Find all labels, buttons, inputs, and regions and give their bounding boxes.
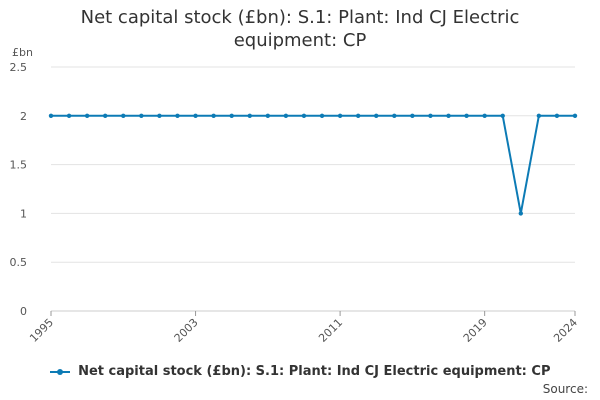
data-point bbox=[446, 113, 451, 119]
x-tick-label: 2003 bbox=[172, 316, 201, 345]
legend-swatch bbox=[49, 367, 70, 377]
data-point bbox=[139, 113, 144, 119]
data-point bbox=[229, 113, 234, 119]
data-point bbox=[500, 113, 505, 119]
data-point bbox=[301, 113, 307, 119]
y-axis-ticks: 0 0.5 1 1.5 2 2.5 bbox=[10, 61, 28, 318]
x-axis-ticks: 1995 2003 2011 2019 2024 bbox=[27, 310, 580, 345]
y-tick-label: 2.5 bbox=[10, 61, 28, 74]
data-point bbox=[103, 113, 108, 119]
data-point bbox=[265, 113, 271, 119]
legend: Net capital stock (£bn): S.1: Plant: Ind… bbox=[0, 364, 600, 379]
data-point bbox=[464, 113, 469, 119]
data-point bbox=[392, 113, 397, 119]
y-axis-label: £bn bbox=[12, 46, 33, 59]
y-tick-label: 1.5 bbox=[10, 159, 28, 172]
data-point bbox=[355, 113, 361, 119]
data-point bbox=[121, 113, 126, 119]
data-point bbox=[374, 113, 379, 119]
legend-label: Net capital stock (£bn): S.1: Plant: Ind… bbox=[78, 364, 551, 379]
gridlines bbox=[51, 66, 575, 312]
x-tick-label: 2019 bbox=[461, 316, 490, 345]
data-point bbox=[319, 113, 325, 119]
x-tick-label: 2024 bbox=[551, 316, 580, 345]
x-tick-label: 1995 bbox=[27, 316, 56, 345]
data-point bbox=[157, 113, 162, 119]
source-label: Source: bbox=[542, 382, 588, 396]
data-point bbox=[175, 113, 180, 119]
data-point bbox=[193, 113, 198, 119]
series-line bbox=[51, 114, 575, 214]
data-point bbox=[572, 113, 578, 119]
data-point bbox=[247, 113, 252, 119]
data-point bbox=[410, 113, 415, 119]
data-point bbox=[66, 113, 72, 119]
data-point bbox=[84, 113, 90, 119]
legend-swatch-dot bbox=[56, 368, 63, 375]
data-point bbox=[554, 113, 560, 119]
data-point bbox=[283, 113, 289, 119]
y-tick-label: 0.5 bbox=[10, 256, 28, 269]
data-point bbox=[482, 113, 487, 119]
data-point bbox=[428, 113, 433, 119]
data-point bbox=[536, 113, 542, 119]
data-point bbox=[518, 211, 523, 216]
data-point bbox=[211, 113, 216, 119]
y-tick-label: 0 bbox=[20, 305, 27, 318]
series-group bbox=[48, 113, 578, 216]
chart-title: Net capital stock (£bn): S.1: Plant: Ind… bbox=[80, 7, 520, 51]
data-point bbox=[48, 113, 54, 119]
y-tick-label: 1 bbox=[20, 207, 27, 220]
data-point bbox=[337, 113, 343, 119]
x-tick-label: 2011 bbox=[316, 316, 345, 345]
y-tick-label: 2 bbox=[20, 110, 27, 123]
